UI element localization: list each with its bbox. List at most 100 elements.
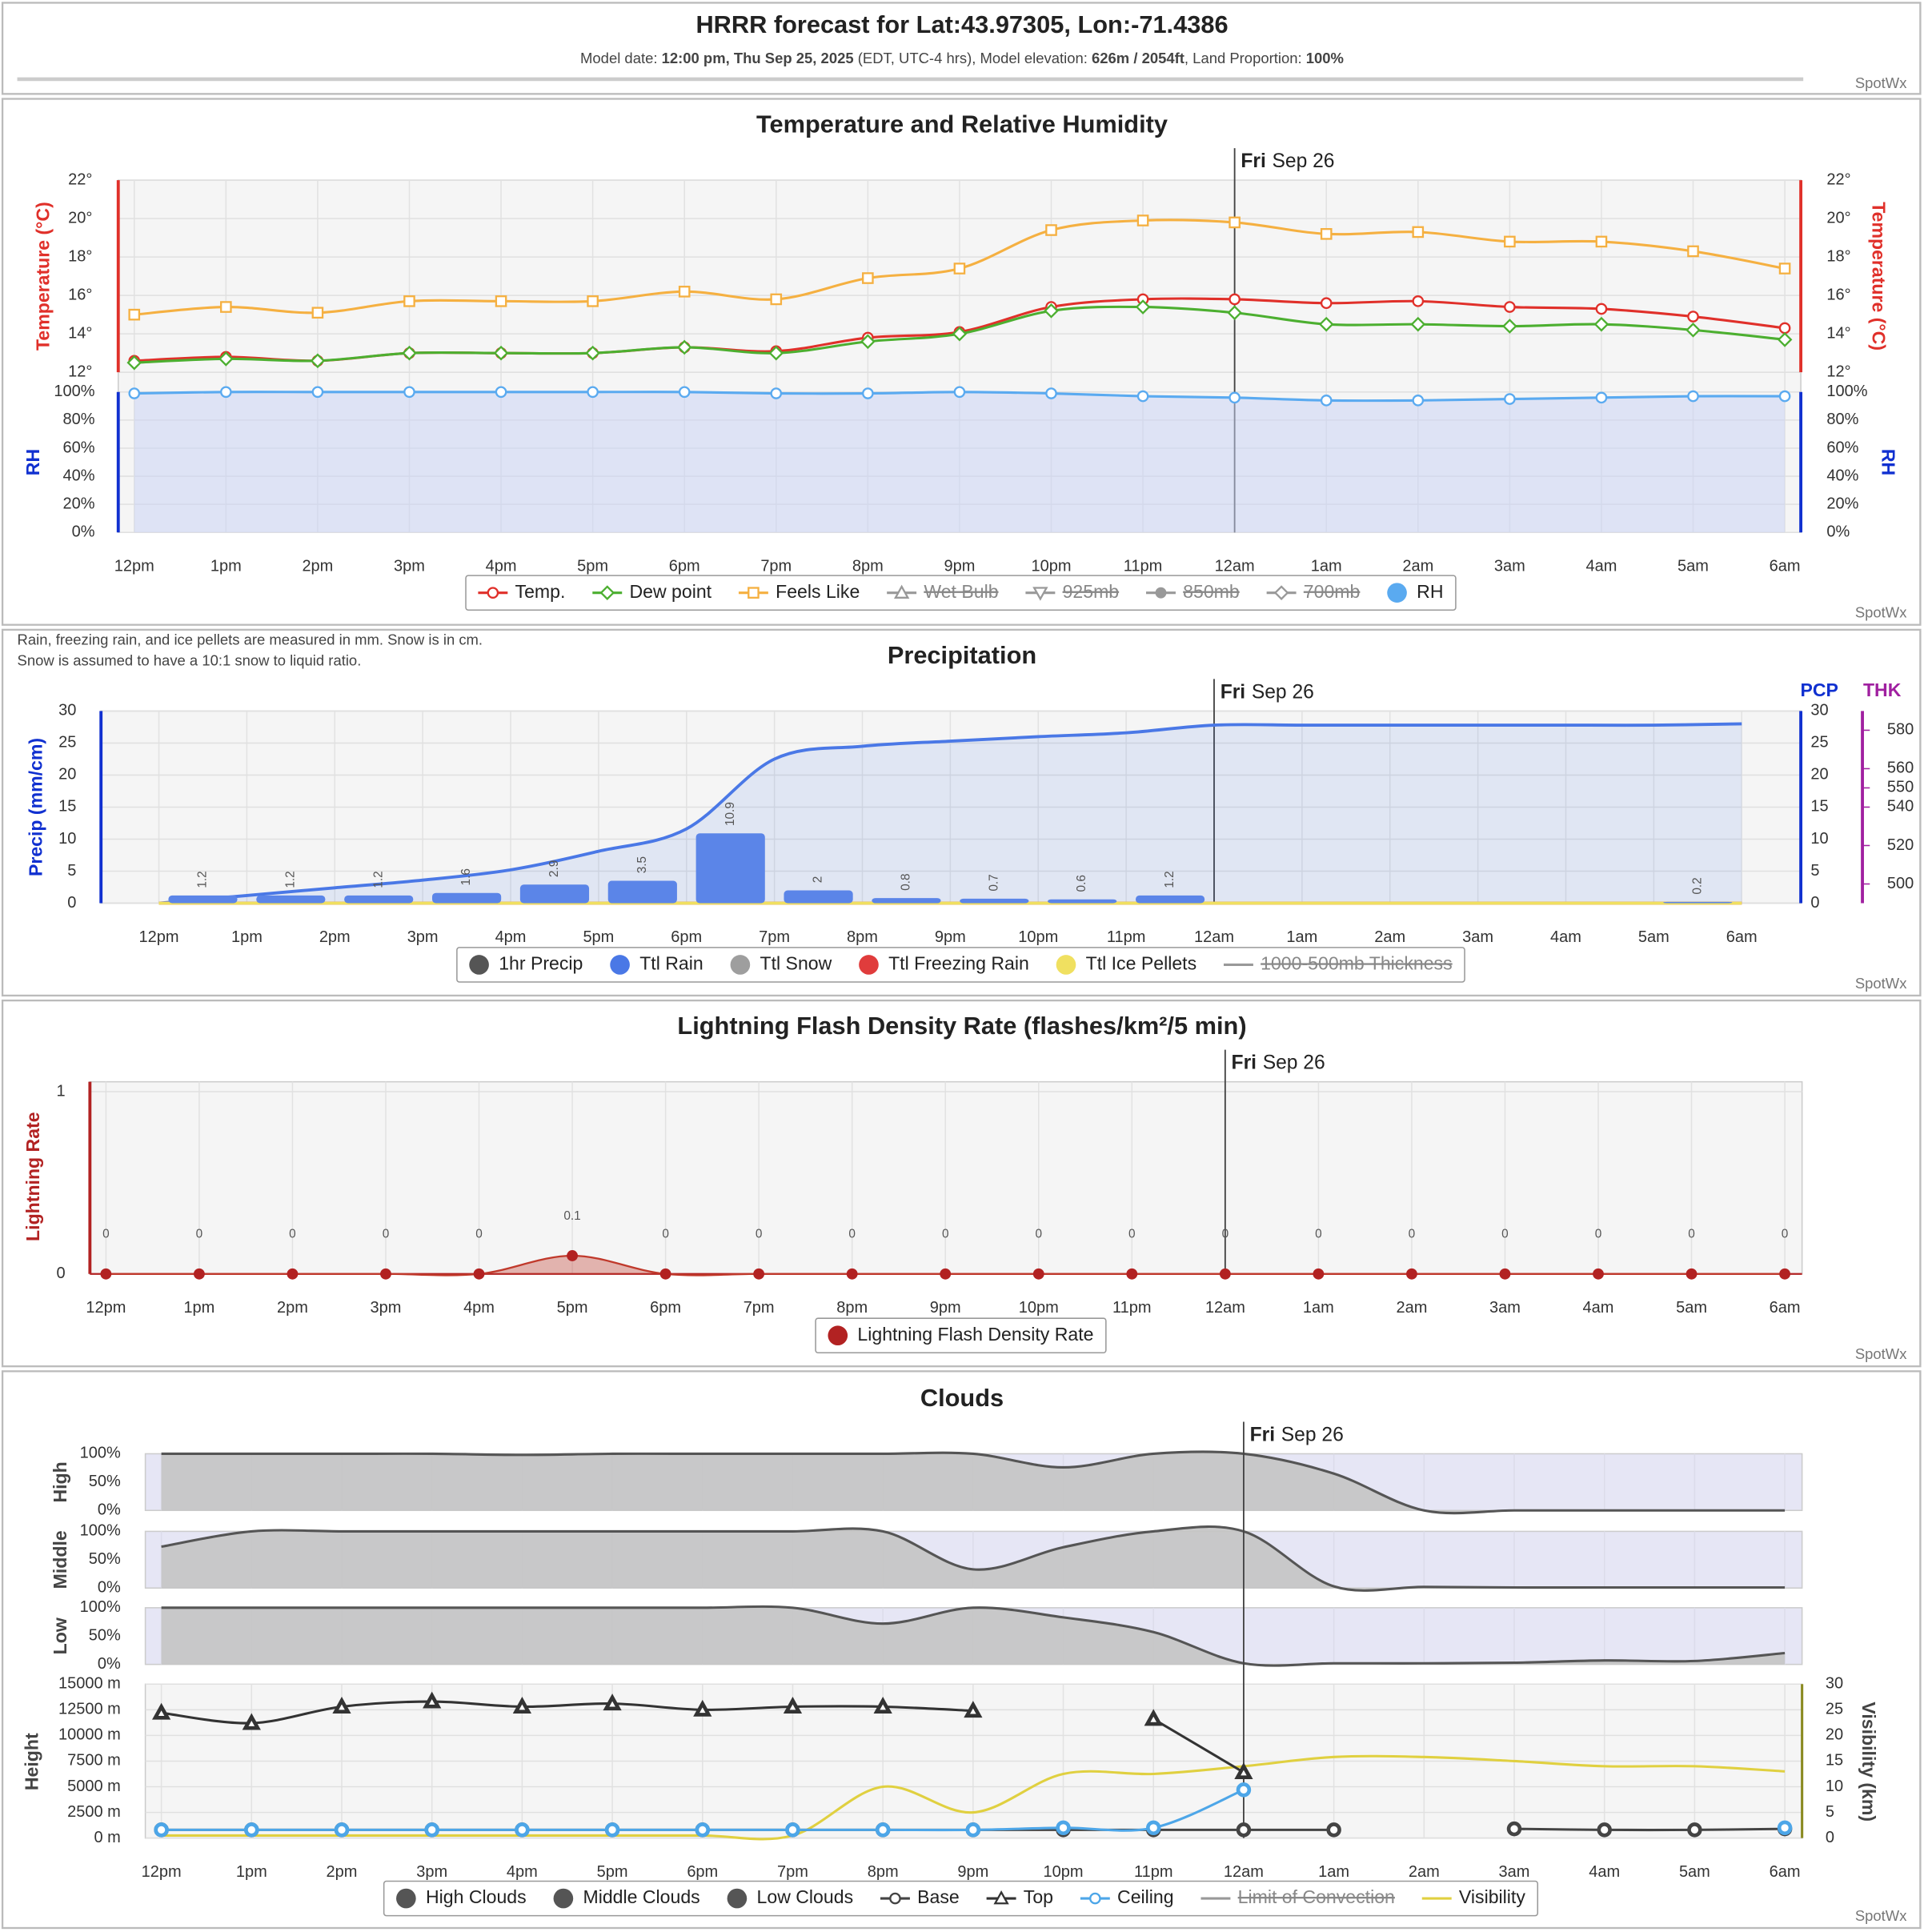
- x-tick-label: 5pm: [557, 1299, 588, 1317]
- legend-item[interactable]: Dew point: [592, 581, 712, 602]
- brand: SpotWx: [1855, 1907, 1907, 1924]
- data-point: [1229, 391, 1241, 404]
- data-point: [1229, 216, 1241, 229]
- legend-item[interactable]: High Clouds: [396, 1886, 527, 1909]
- data-point: [512, 1697, 532, 1714]
- data-label: 0: [1409, 1228, 1416, 1241]
- y-tick-label: 50%: [89, 1627, 121, 1645]
- legend-item[interactable]: Ttl Snow: [730, 953, 832, 975]
- data-label: 0: [1501, 1228, 1509, 1241]
- data-point: [695, 1822, 711, 1838]
- data-point: [676, 339, 692, 355]
- legend-item[interactable]: 1hr Precip: [469, 953, 583, 975]
- y3-tick-label: 580: [1887, 721, 1914, 739]
- x-tick-label: 6pm: [669, 558, 700, 575]
- legend-item[interactable]: Middle Clouds: [553, 1886, 700, 1909]
- bar: [168, 895, 238, 904]
- data-label: 0: [1688, 1228, 1695, 1241]
- legend-symbol: [1273, 585, 1289, 600]
- x-tick-label: 12pm: [142, 1863, 182, 1881]
- date-marker-weekday: Fri: [1241, 150, 1265, 171]
- data-point: [1502, 319, 1517, 334]
- legend-item[interactable]: Low Clouds: [727, 1886, 854, 1909]
- x-tick-label: 4am: [1585, 558, 1617, 575]
- x-tick-label: 4pm: [486, 558, 517, 575]
- bar: [431, 892, 502, 904]
- data-point: [495, 386, 507, 399]
- x-tick-label: 8pm: [836, 1299, 868, 1317]
- y-tick-label: 0: [1826, 1829, 1834, 1846]
- legend-item[interactable]: Ttl Rain: [610, 953, 703, 975]
- legend-item[interactable]: RH: [1387, 581, 1444, 603]
- legend-item[interactable]: Top: [986, 1886, 1053, 1907]
- x-tick-label: 4pm: [463, 1299, 495, 1317]
- x-tick-label: 6am: [1726, 928, 1758, 946]
- data-point: [1032, 1268, 1044, 1280]
- legend-label: Feels Like: [776, 581, 860, 602]
- legend-item[interactable]: Base: [880, 1886, 960, 1907]
- x-tick-label: 5pm: [577, 558, 608, 575]
- legend-item[interactable]: Lightning Flash Density Rate: [828, 1324, 1093, 1346]
- legend-item[interactable]: 925mb: [1025, 581, 1119, 602]
- data-point: [587, 386, 599, 399]
- bar-value-label: 2: [812, 876, 825, 884]
- bar-value-label: 0.8: [900, 873, 913, 890]
- legend-label: Ceiling: [1117, 1886, 1174, 1907]
- legend-item[interactable]: Wet Bulb: [887, 581, 999, 602]
- series-area: [161, 1606, 1786, 1666]
- data-point: [1219, 1268, 1231, 1280]
- legend-label: RH: [1417, 581, 1443, 602]
- data-point: [587, 295, 599, 307]
- data-point: [1045, 387, 1057, 399]
- legend-item[interactable]: Visibility: [1421, 1886, 1526, 1907]
- series-area: [161, 1526, 1786, 1591]
- legend-item[interactable]: Feels Like: [738, 581, 860, 602]
- bar: [960, 898, 1029, 904]
- x-tick-label: 10pm: [1019, 1299, 1059, 1317]
- y-tick-label: 5000 m: [67, 1778, 121, 1795]
- y3-tick-label: 550: [1887, 779, 1914, 796]
- legend-label: 700mb: [1304, 581, 1361, 602]
- legend-item[interactable]: 850mb: [1146, 581, 1240, 602]
- data-point: [218, 351, 234, 367]
- legend-item[interactable]: Ttl Ice Pellets: [1056, 953, 1196, 975]
- data-label: 0.1: [563, 1209, 580, 1223]
- legend-symbol: [1032, 587, 1048, 601]
- subtitle-part: (EDT, UTC-4 hrs), Model elevation:: [854, 50, 1092, 66]
- data-point: [753, 1268, 765, 1280]
- y-tick-label: 30: [1826, 1675, 1843, 1693]
- legend-item[interactable]: Limit of Convection: [1200, 1886, 1395, 1907]
- x-tick-label: 11pm: [1134, 1863, 1173, 1881]
- data-label: 0: [1595, 1228, 1602, 1241]
- legend-symbol: [396, 1888, 416, 1909]
- legend-label: Limit of Convection: [1238, 1886, 1395, 1907]
- x-tick-label: 1am: [1311, 558, 1342, 575]
- bar-value-label: 0.7: [987, 874, 1000, 891]
- y3-axis-label: THK: [1863, 679, 1902, 700]
- data-point: [603, 1694, 622, 1711]
- x-tick-label: 3pm: [407, 928, 439, 946]
- data-point: [953, 263, 966, 275]
- legend-item[interactable]: Ttl Freezing Rain: [859, 953, 1029, 975]
- y-tick-label: 100%: [80, 1522, 121, 1540]
- legend-item[interactable]: Ceiling: [1080, 1886, 1174, 1907]
- legend-item[interactable]: 700mb: [1266, 581, 1361, 602]
- data-point: [126, 355, 142, 371]
- data-point: [953, 386, 966, 399]
- legend-item[interactable]: 1000-500mb Thickness: [1223, 953, 1453, 974]
- y-tick-label: 14°: [1826, 324, 1850, 342]
- data-point: [495, 295, 507, 307]
- legend-symbol: [610, 955, 630, 975]
- legend-label: Visibility: [1459, 1886, 1525, 1907]
- data-point: [1778, 263, 1791, 275]
- data-point: [1313, 1268, 1325, 1280]
- x-tick-label: 7pm: [760, 558, 792, 575]
- data-label: 0: [196, 1228, 203, 1241]
- bar-value-label: 0.6: [1075, 875, 1088, 892]
- legend-item[interactable]: Temp.: [478, 581, 565, 602]
- data-point: [310, 353, 326, 369]
- date-marker-date: Sep 26: [1281, 1424, 1344, 1445]
- subtitle-part: , Land Proportion:: [1184, 50, 1306, 66]
- data-point: [1595, 391, 1608, 404]
- x-tick-label: 1am: [1318, 1863, 1349, 1881]
